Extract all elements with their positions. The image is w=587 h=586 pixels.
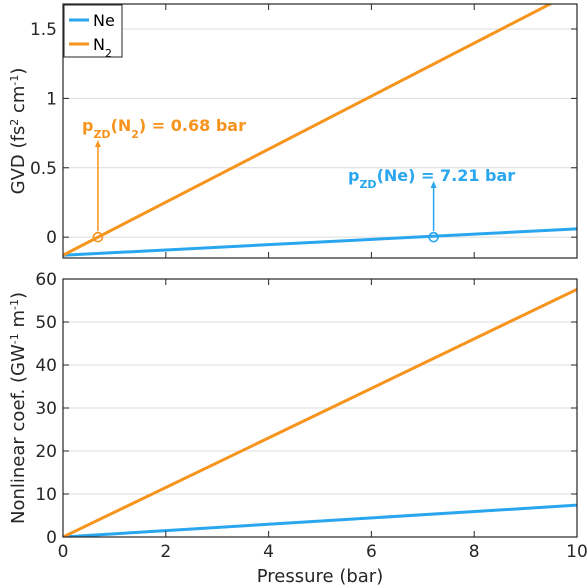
gvd-annotation-1-label-part-0: p [348,166,359,185]
gvd-annotation-0-arrow-head [94,140,101,147]
gvd-axes-frame [62,3,578,259]
nonlinear-xtick-label-3: 6 [366,542,377,562]
nonlinear-series-line-n2 [63,287,577,537]
gvd-ytick-label-3: 1.5 [30,20,57,40]
nonlinear-xtick-label-5: 10 [566,542,587,562]
gvd-annotation-0-label-part-3: 2 [131,128,139,141]
gvd-legend-label-1-sub: 2 [105,47,112,60]
gvd-yaxis-label-sup2: -1 [8,75,21,86]
gvd-yaxis-label-mid: cm [8,86,29,119]
nonlinear-ytick-label-3: 30 [35,399,57,419]
gvd-legend-label-0: Ne [93,11,115,30]
nonlinear-xtick-label-0: 0 [58,542,69,562]
nonlinear-yaxis-label-sup2: -1 [8,299,21,310]
gvd-ytick-label-1: 0.5 [30,159,57,179]
gvd-annotation-0-label-part-1: ZD [93,128,110,141]
nonlinear-ytick-label-0: 0 [46,528,57,548]
nonlinear-xtick-label-2: 4 [263,542,274,562]
nonlinear-yaxis-label-mid: m [8,310,29,333]
gvd-ytick-label-0: 0 [46,228,57,248]
nonlinear-ytick-label-5: 50 [35,313,57,333]
gvd-yaxis-label-post: ) [8,68,29,75]
gvd-legend-box [63,4,123,58]
gvd-annotation-1-label-part-2: (Ne) = 7.21 bar [377,166,516,185]
gvd-annotation-0-label-part-0: p [82,116,93,135]
nonlinear-ytick-label-4: 40 [35,356,57,376]
gvd-annotation-0-label-part-4: ) = 0.68 bar [139,116,246,135]
nonlinear-ytick-label-1: 10 [35,485,57,505]
nonlinear-ytick-label-2: 20 [35,442,57,462]
gvd-annotation-1-marker [428,231,439,243]
nonlinear-xtick-label-4: 8 [469,542,480,562]
gvd-annotation-1-label: pZD(Ne) = 7.21 bar [348,166,515,191]
nonlinear-yaxis-label-pre: Nonlinear coef. (GW [8,344,29,524]
nonlinear-xaxis-label: Pressure (bar) [257,566,383,586]
nonlinear-yaxis-label-post: ) [8,292,29,299]
gvd-legend-label-1: N2 [93,35,112,60]
nonlinear-series-line-ne [63,503,577,537]
nonlinear-yaxis-label-sup1: -1 [8,333,21,344]
gvd-ytick-label-2: 1 [46,89,57,109]
gvd-annotation-1-label-part-1: ZD [359,178,376,191]
nonlinear-xtick-label-1: 2 [160,542,171,562]
gvd-annotation-1-arrow-head [430,181,437,188]
gvd-series-line-ne [63,227,577,257]
gvd-annotation-0-label: pZD(N2) = 0.68 bar [82,116,246,141]
gvd-annotation-0-label-part-2: (N [111,116,132,135]
gvd-legend: Ne N2 [63,4,123,60]
gvd-annotation-0-marker [92,231,104,243]
nonlinear-panel: 0 10 20 30 40 50 60 0 2 4 6 8 10 Pressure (bar) Nonlin… [8,270,587,586]
nonlinear-yaxis-label: Nonlinear coef. (GW-1 m-1) [8,292,30,524]
gvd-legend-label-1-base: N [93,35,105,54]
nonlinear-ytick-label-6: 60 [35,270,57,290]
gvd-yaxis-label-sup1: 2 [8,119,21,126]
gvd-yaxis-label: GVD (fs2 cm-1) [8,68,30,195]
gvd-yaxis-label-pre: GVD (fs [8,126,29,195]
gvd-series-line-n2 [63,4,554,257]
